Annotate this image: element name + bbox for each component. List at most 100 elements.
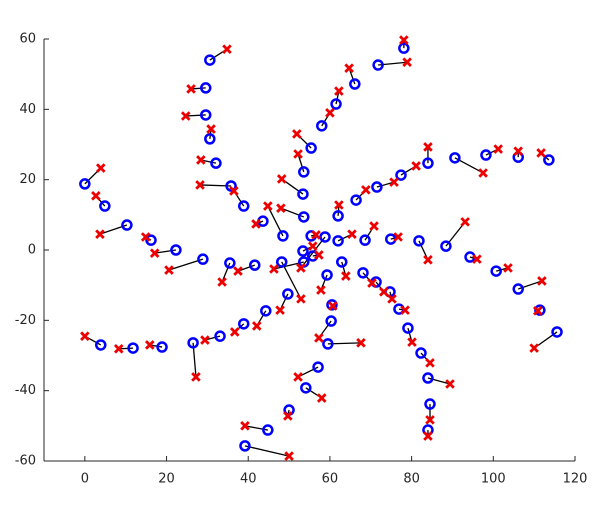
circle-point [170,244,182,256]
circle-point [449,152,461,164]
circle-point [224,257,236,269]
cross-point [399,35,409,45]
cross-point [91,191,101,201]
cross-point [327,301,338,311]
cross-point [314,333,324,343]
y-tick-label: -60 [15,454,36,469]
x-tick-label: 60 [322,472,339,487]
cross-point [229,327,240,337]
circle-point [204,133,216,145]
cross-point [314,250,324,260]
cross-point [284,451,294,461]
circle-point [357,267,369,279]
cross-point [460,217,470,227]
cross-point [293,149,303,159]
circle-point [121,219,133,231]
circle-point [298,211,310,223]
x-tick-label: 100 [481,472,506,487]
cross-point [229,186,239,196]
cross-point [145,340,155,350]
x-tick-label: 80 [403,472,420,487]
circle-point [197,253,209,265]
circle-point [332,210,344,222]
circle-point [200,82,212,94]
cross-point [529,343,539,353]
circle-point [490,265,502,277]
link-line [281,261,302,300]
circle-point [422,372,434,384]
cross-point [263,201,273,211]
cross-point [307,241,318,251]
cross-point [445,379,455,389]
cross-point [180,111,191,121]
circle-point [395,169,407,181]
y-tick-label: -20 [15,313,36,328]
circle-point [204,54,216,66]
cross-point [217,277,227,287]
circle-point [225,180,237,192]
cross-point [478,168,488,178]
circle-point [330,98,342,110]
circle-point [156,341,168,353]
cross-point [325,108,335,118]
cross-point [269,264,279,274]
cross-point [140,232,151,242]
cross-point [252,321,262,331]
cross-point [533,306,543,316]
circle-point [300,382,312,394]
cross-point [393,232,403,242]
cross-point [276,174,287,184]
circle-point [297,188,309,200]
cross-point [367,278,377,288]
cross-point [80,331,90,341]
circle-point [440,240,452,252]
link-line [376,181,395,188]
cross-point [361,185,371,195]
circle-point [543,154,555,166]
cross-point [369,221,379,231]
cross-point [149,248,160,258]
cross-point [191,372,201,382]
cross-point [407,337,417,347]
y-tick-label: 0 [28,243,36,258]
cross-point [537,276,547,286]
circle-point [214,330,226,342]
cross-point [233,266,243,276]
circle-point [210,157,222,169]
circle-point [79,178,91,190]
circle-point [480,149,492,161]
circle-point [282,288,294,300]
circle-point [413,235,425,247]
circle-point [349,78,361,90]
cross-point [387,294,397,304]
cross-point [425,415,435,425]
y-tick-label: 20 [19,172,36,187]
link-line [168,258,204,271]
cross-point [423,255,433,265]
circle-point [237,200,250,212]
circle-point [297,245,309,257]
circle-point [200,109,212,121]
cross-point [311,230,321,240]
cross-point [356,338,366,348]
cross-point [400,305,410,315]
circle-point [332,235,344,247]
x-tick-label: 40 [240,472,257,487]
cross-point [296,294,306,304]
y-tick-label: -40 [15,383,36,398]
cross-point [423,431,433,441]
cross-point [334,200,344,210]
link-line [190,87,206,90]
cross-point [513,146,524,156]
cross-point [206,124,216,134]
circle-point [187,337,199,349]
cross-point [379,287,389,297]
cross-point [402,57,412,67]
circle-point [99,200,111,212]
cross-point [292,129,302,139]
cross-point [316,393,327,403]
cross-point [344,63,354,73]
link-line [118,347,134,350]
link-line [244,445,290,457]
cross-point [472,254,482,264]
